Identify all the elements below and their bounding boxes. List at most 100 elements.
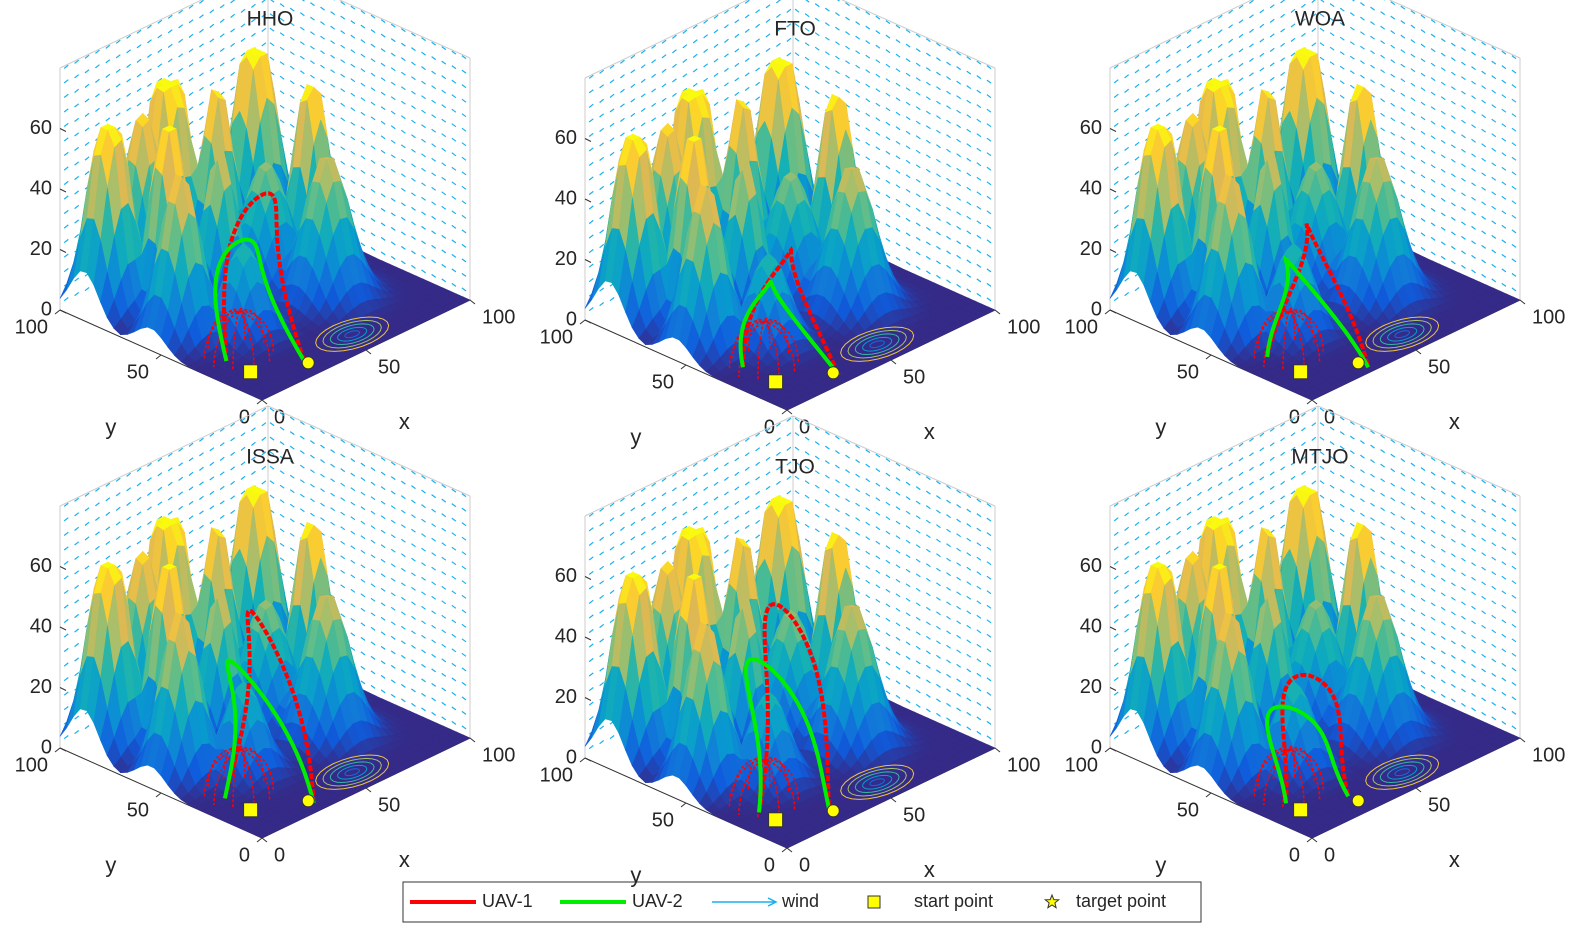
z-tick-label: 60 [1080, 555, 1102, 577]
threat-dome [232, 307, 246, 372]
contour [344, 330, 360, 339]
threat-dome [728, 320, 800, 369]
box-edge [338, 0, 471, 59]
contour [869, 340, 885, 349]
y-axis-label: y [105, 852, 116, 877]
threat-dome [757, 317, 771, 382]
threat-dome [738, 319, 790, 378]
box-edge [1388, 0, 1521, 59]
contour [840, 326, 915, 362]
contour [862, 336, 893, 352]
z-tick-label: 0 [1091, 298, 1102, 320]
threat-dome [207, 310, 271, 362]
z-tick-label: 20 [555, 248, 577, 270]
contour [847, 329, 907, 359]
uav-path [740, 245, 841, 377]
x-tick [994, 747, 1001, 753]
box-edge [584, 415, 794, 517]
z-tick-label: 60 [30, 555, 52, 577]
z-tick [59, 626, 67, 631]
y-tick [579, 757, 586, 763]
subplot-title: WOA [1295, 8, 1345, 31]
x-tick [261, 837, 268, 843]
start-marker [243, 364, 259, 380]
box-edge [267, 405, 471, 497]
target-marker [301, 794, 315, 808]
threat-dome [732, 320, 796, 372]
x-tick-label: 100 [1007, 316, 1040, 338]
surface-cell [779, 403, 795, 411]
target-marker [826, 804, 840, 818]
x-tick [1311, 399, 1318, 405]
z-tick-label: 40 [1080, 177, 1102, 199]
uav-path [213, 237, 306, 362]
y-tick [54, 309, 61, 315]
contour [315, 316, 390, 352]
y-tick [781, 847, 788, 853]
x-tick-label: 50 [903, 366, 925, 388]
y-tick [680, 364, 687, 370]
box-edge [59, 0, 203, 69]
z-tick-label: 0 [566, 308, 577, 330]
x-tick-label: 50 [378, 794, 400, 816]
y-tick-label: 0 [239, 844, 250, 866]
box-edge [1109, 0, 1253, 69]
z-tick [1109, 188, 1117, 193]
uav-path [738, 279, 841, 377]
start-marker [768, 812, 784, 828]
z-tick [1109, 249, 1117, 253]
y-tick-label: 50 [652, 371, 674, 393]
z-tick [584, 636, 592, 641]
y-tick-label: 50 [1177, 361, 1199, 383]
z-tick-label: 20 [1080, 676, 1102, 698]
z-tick-label: 40 [1080, 615, 1102, 637]
x-tick-label: 100 [1007, 754, 1040, 776]
z-tick-label: 20 [555, 686, 577, 708]
x-tick-label: 0 [274, 406, 285, 428]
z-tick-label: 40 [30, 615, 52, 637]
y-axis-label: y [630, 424, 641, 449]
x-tick-label: 100 [482, 306, 515, 328]
z-tick [1109, 128, 1117, 132]
x-tick-label: 100 [1532, 306, 1565, 328]
box-edge [792, 415, 996, 507]
z-tick-label: 60 [555, 565, 577, 587]
z-tick-label: 60 [555, 127, 577, 149]
x-tick [365, 787, 372, 793]
y-tick [54, 747, 61, 753]
terrain-surface [1109, 485, 1521, 839]
y-tick [256, 837, 263, 843]
start-marker [768, 374, 784, 390]
x-tick [469, 299, 476, 305]
z-tick [1109, 687, 1117, 691]
y-tick-label: 100 [540, 764, 573, 786]
x-tick-label: 0 [799, 416, 810, 438]
y-axis-label: y [105, 414, 116, 439]
y-tick [256, 399, 263, 405]
subplot-title: ISSA [246, 446, 294, 469]
contour [329, 323, 375, 346]
x-tick-label: 50 [903, 804, 925, 826]
y-tick-label: 100 [1065, 316, 1098, 338]
box-edge [1109, 405, 1319, 507]
x-axis-label: x [399, 847, 410, 872]
z-tick-label: 40 [555, 625, 577, 647]
z-tick [1109, 626, 1117, 631]
x-tick [1415, 349, 1422, 355]
z-tick [59, 249, 67, 253]
y-axis-label: y [630, 862, 641, 887]
x-tick-label: 100 [482, 744, 515, 766]
subplot-title: HHO [247, 8, 294, 31]
z-tick [584, 259, 592, 263]
y-tick-label: 50 [652, 809, 674, 831]
y-axis-label: y [1155, 414, 1166, 439]
y-tick-label: 100 [540, 326, 573, 348]
y-tick [680, 802, 687, 808]
x-tick-label: 0 [799, 854, 810, 876]
x-tick-label: 0 [274, 844, 285, 866]
x-tick [786, 847, 793, 853]
